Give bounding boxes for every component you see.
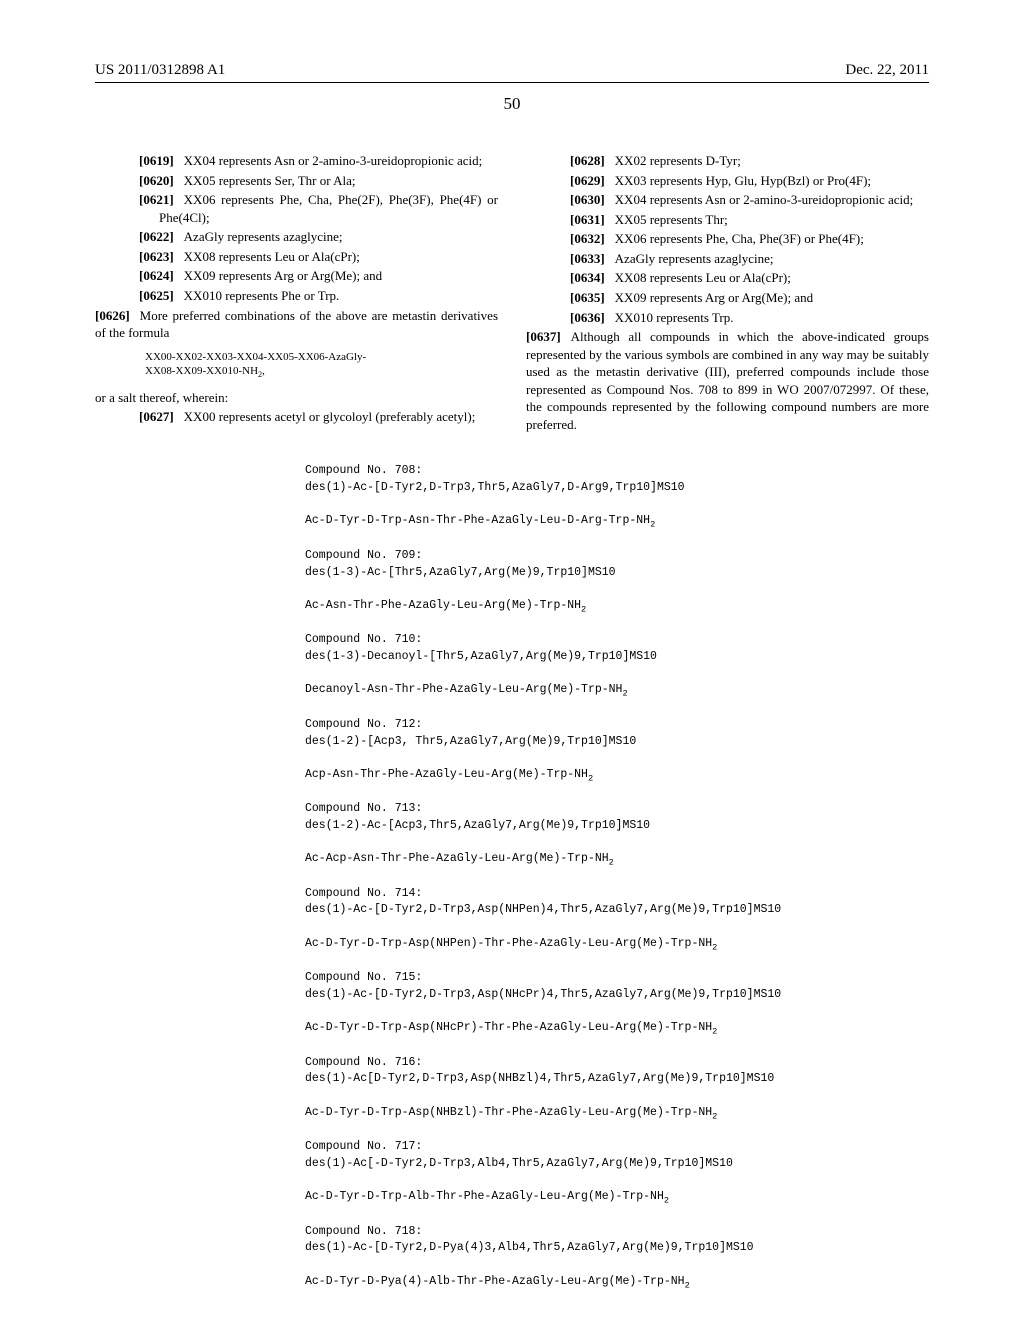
paragraph: [0630]XX04 represents Asn or 2-amino-3-u… <box>526 191 929 209</box>
page-header: US 2011/0312898 A1 Dec. 22, 2011 <box>95 60 929 83</box>
para-number: [0623] <box>139 249 174 264</box>
para-number: [0632] <box>570 231 605 246</box>
paragraph: [0622]AzaGly represents azaglycine; <box>95 228 498 246</box>
para-number: [0626] <box>95 308 130 323</box>
paragraph: [0635]XX09 represents Arg or Arg(Me); an… <box>526 289 929 307</box>
para-number: [0625] <box>139 288 174 303</box>
paragraph: [0623]XX08 represents Leu or Ala(cPr); <box>95 248 498 266</box>
publication-number: US 2011/0312898 A1 <box>95 60 225 80</box>
para-number: [0633] <box>570 251 605 266</box>
para-number: [0635] <box>570 290 605 305</box>
paragraph: [0620]XX05 represents Ser, Thr or Ala; <box>95 172 498 190</box>
formula: XX00-XX02-XX03-XX04-XX05-XX06-AzaGly-XX0… <box>145 350 498 381</box>
paragraph: [0633]AzaGly represents azaglycine; <box>526 250 929 268</box>
para-number: [0627] <box>139 409 174 424</box>
paragraph: [0624]XX09 represents Arg or Arg(Me); an… <box>95 267 498 285</box>
paragraph: [0629]XX03 represents Hyp, Glu, Hyp(Bzl)… <box>526 172 929 190</box>
para-number: [0630] <box>570 192 605 207</box>
paragraph: [0628]XX02 represents D-Tyr; <box>526 152 929 170</box>
body-columns: [0619]XX04 represents Asn or 2-amino-3-u… <box>95 152 929 433</box>
para-number: [0629] <box>570 173 605 188</box>
para-number: [0631] <box>570 212 605 227</box>
page-number: 50 <box>95 93 929 116</box>
para-number: [0634] <box>570 270 605 285</box>
paragraph: [0626]More preferred combinations of the… <box>95 307 498 342</box>
para-number: [0619] <box>139 153 174 168</box>
para-number: [0622] <box>139 229 174 244</box>
para-number: [0620] <box>139 173 174 188</box>
paragraph: [0636]XX010 represents Trp. <box>526 309 929 327</box>
paragraph: [0621]XX06 represents Phe, Cha, Phe(2F),… <box>95 191 498 226</box>
para-number: [0636] <box>570 310 605 325</box>
para-number: [0637] <box>526 329 561 344</box>
paragraph: [0631]XX05 represents Thr; <box>526 211 929 229</box>
para-number: [0621] <box>139 192 174 207</box>
publication-date: Dec. 22, 2011 <box>845 60 929 80</box>
paragraph: [0637]Although all compounds in which th… <box>526 328 929 433</box>
para-number: [0628] <box>570 153 605 168</box>
compound-listing: Compound No. 708: des(1)-Ac-[D-Tyr2,D-Tr… <box>305 463 929 1291</box>
paragraph: [0627]XX00 represents acetyl or glycoloy… <box>95 408 498 426</box>
paragraph: [0619]XX04 represents Asn or 2-amino-3-u… <box>95 152 498 170</box>
salt-line: or a salt thereof, wherein: <box>95 389 498 407</box>
para-number: [0624] <box>139 268 174 283</box>
paragraph: [0634]XX08 represents Leu or Ala(cPr); <box>526 269 929 287</box>
paragraph: [0632]XX06 represents Phe, Cha, Phe(3F) … <box>526 230 929 248</box>
paragraph: [0625]XX010 represents Phe or Trp. <box>95 287 498 305</box>
